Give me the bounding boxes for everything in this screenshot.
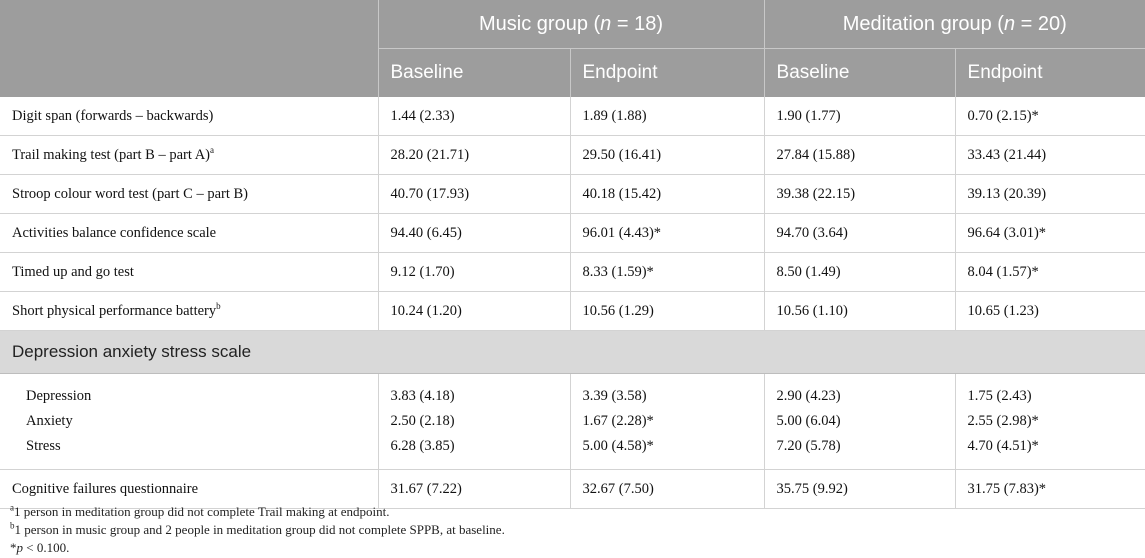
- music-group-header: Music group (n = 18): [377, 0, 765, 49]
- music-baseline-cell: 28.20 (21.71): [377, 135, 570, 175]
- meditation-endpoint-cell: 2.55 (2.98)*: [954, 409, 1145, 434]
- header-blank-cell: [0, 0, 378, 97]
- music-baseline-cell: 2.50 (2.18): [377, 409, 570, 434]
- music-endpoint-header: Endpoint: [569, 48, 765, 97]
- meditation-endpoint-header: Endpoint: [954, 48, 1145, 97]
- meditation-endpoint-cell: 39.13 (20.39): [954, 174, 1145, 214]
- meditation-endpoint-cell: 10.65 (1.23): [954, 291, 1145, 331]
- meditation-baseline-cell: 8.50 (1.49): [763, 252, 956, 292]
- table-row: Cognitive failures questionnaire 31.67 (…: [0, 469, 1145, 509]
- footnote-star: *p < 0.100.: [10, 540, 70, 555]
- subscale-label: Anxiety: [26, 413, 73, 429]
- meditation-endpoint-cell: 1.75 (2.43): [954, 373, 1145, 409]
- meditation-endpoint-cell: 96.64 (3.01)*: [954, 213, 1145, 253]
- row-label: Short physical performance batteryb: [0, 291, 378, 331]
- meditation-endpoint-cell: 33.43 (21.44): [954, 135, 1145, 175]
- meditation-baseline-cell: 94.70 (3.64): [763, 213, 956, 253]
- music-baseline-cell: 3.83 (4.18): [377, 373, 570, 409]
- music-endpoint-cell: 1.67 (2.28)*: [569, 409, 765, 434]
- music-baseline-cell: 31.67 (7.22): [377, 469, 570, 509]
- subscale-row: Stress 6.28 (3.85) 5.00 (4.58)* 7.20 (5.…: [0, 434, 1145, 470]
- table-row: Activities balance confidence scale 94.4…: [0, 213, 1145, 253]
- music-baseline-cell: 9.12 (1.70): [377, 252, 570, 292]
- footnote-a: a1 person in meditation group did not co…: [10, 502, 390, 519]
- music-endpoint-cell: 1.89 (1.88): [569, 97, 765, 136]
- music-baseline-cell: 94.40 (6.45): [377, 213, 570, 253]
- subscale-row: Anxiety 2.50 (2.18) 1.67 (2.28)* 5.00 (6…: [0, 409, 1145, 434]
- table-row: Trail making test (part B – part A)a 28.…: [0, 135, 1145, 175]
- music-baseline-header: Baseline: [377, 48, 570, 97]
- table-row: Digit span (forwards – backwards) 1.44 (…: [0, 97, 1145, 136]
- music-endpoint-cell: 5.00 (4.58)*: [569, 434, 765, 470]
- meditation-baseline-cell: 2.90 (4.23): [763, 373, 956, 409]
- section-title: Depression anxiety stress scale: [0, 330, 1145, 374]
- meditation-endpoint-cell: 31.75 (7.83)*: [954, 469, 1145, 509]
- group-header-row: Music group (n = 18) Meditation group (n…: [0, 0, 1145, 97]
- meditation-endpoint-cell: 8.04 (1.57)*: [954, 252, 1145, 292]
- table-row: Stroop colour word test (part C – part B…: [0, 174, 1145, 214]
- music-endpoint-cell: 40.18 (15.42): [569, 174, 765, 214]
- music-baseline-cell: 10.24 (1.20): [377, 291, 570, 331]
- footnote-b: b1 person in music group and 2 people in…: [10, 520, 505, 537]
- row-label: Activities balance confidence scale: [0, 213, 378, 253]
- row-label: Digit span (forwards – backwards): [0, 97, 378, 136]
- music-baseline-cell: 6.28 (3.85): [377, 434, 570, 470]
- meditation-baseline-header: Baseline: [763, 48, 956, 97]
- music-baseline-cell: 40.70 (17.93): [377, 174, 570, 214]
- meditation-endpoint-cell: 0.70 (2.15)*: [954, 97, 1145, 136]
- meditation-baseline-cell: 10.56 (1.10): [763, 291, 956, 331]
- meditation-endpoint-cell: 4.70 (4.51)*: [954, 434, 1145, 470]
- meditation-group-header: Meditation group (n = 20): [763, 0, 1145, 49]
- subscale-row: Depression 3.83 (4.18) 3.39 (3.58) 2.90 …: [0, 373, 1145, 409]
- music-baseline-cell: 1.44 (2.33): [377, 97, 570, 136]
- section-header-row: Depression anxiety stress scale: [0, 330, 1145, 374]
- meditation-baseline-cell: 7.20 (5.78): [763, 434, 956, 470]
- meditation-baseline-cell: 27.84 (15.88): [763, 135, 956, 175]
- row-label: Trail making test (part B – part A)a: [0, 135, 378, 175]
- row-label: Timed up and go test: [0, 252, 378, 292]
- meditation-baseline-cell: 5.00 (6.04): [763, 409, 956, 434]
- music-endpoint-cell: 10.56 (1.29): [569, 291, 765, 331]
- music-endpoint-cell: 29.50 (16.41): [569, 135, 765, 175]
- meditation-baseline-cell: 1.90 (1.77): [763, 97, 956, 136]
- row-label: Cognitive failures questionnaire: [0, 469, 378, 509]
- music-endpoint-cell: 3.39 (3.58): [569, 373, 765, 409]
- subgroup-header-row: Baseline Endpoint Baseline Endpoint: [0, 48, 1145, 97]
- subscale-label: Depression: [26, 388, 92, 404]
- meditation-baseline-cell: 39.38 (22.15): [763, 174, 956, 214]
- music-endpoint-cell: 32.67 (7.50): [569, 469, 765, 509]
- table-row: Timed up and go test 9.12 (1.70) 8.33 (1…: [0, 252, 1145, 292]
- subscale-label: Stress: [0, 434, 378, 470]
- music-endpoint-cell: 96.01 (4.43)*: [569, 213, 765, 253]
- results-table: Music group (n = 18) Meditation group (n…: [0, 0, 1145, 509]
- music-endpoint-cell: 8.33 (1.59)*: [569, 252, 765, 292]
- row-label: Stroop colour word test (part C – part B…: [0, 174, 378, 214]
- meditation-baseline-cell: 35.75 (9.92): [763, 469, 956, 509]
- table-row: Short physical performance batteryb 10.2…: [0, 291, 1145, 331]
